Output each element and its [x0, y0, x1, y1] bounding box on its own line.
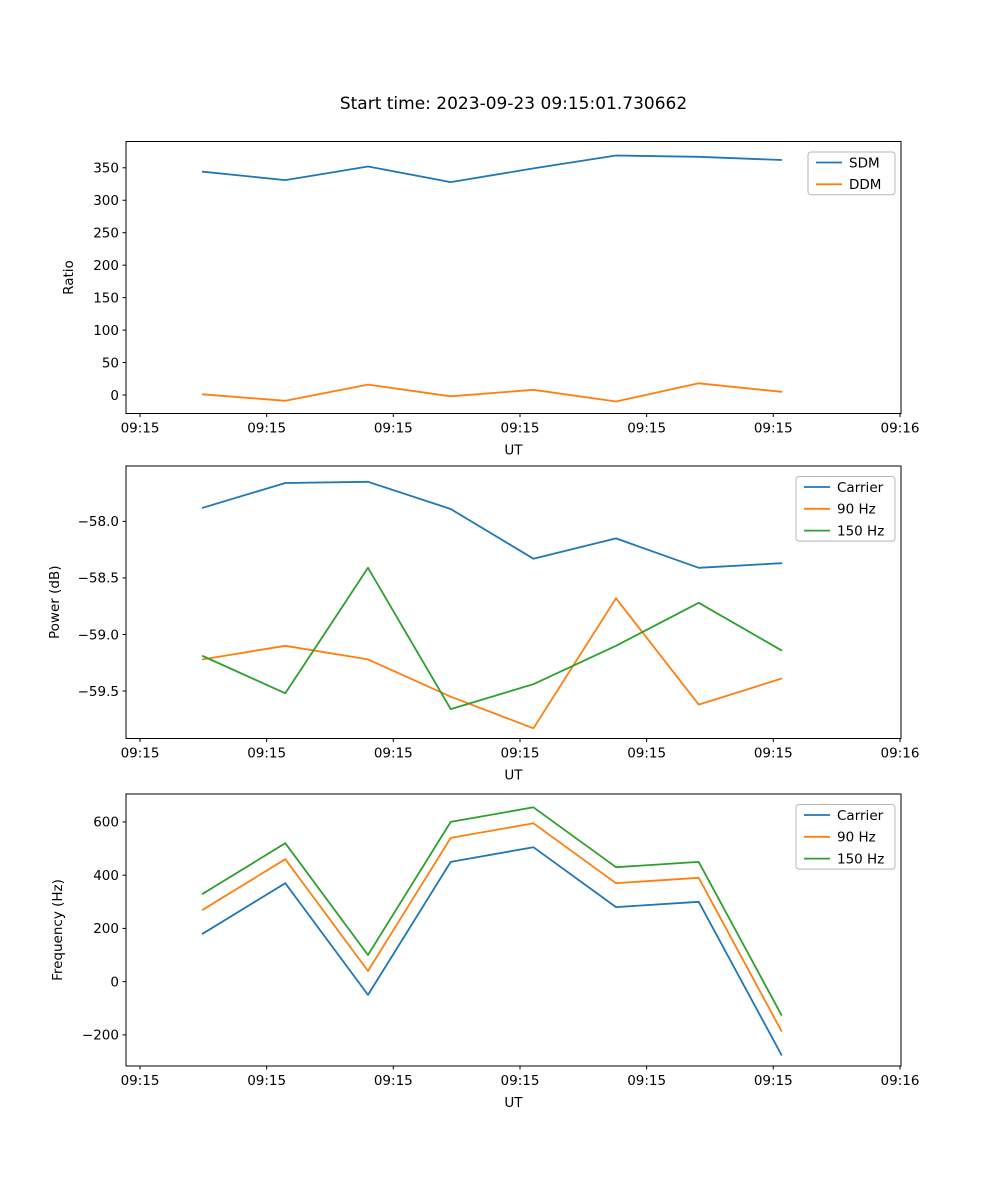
power-line-90-hz — [201, 597, 783, 730]
ratio-x-tick-label: 09:16 — [881, 421, 920, 437]
frequency-x-tick-label: 09:15 — [374, 1073, 413, 1089]
power-line-carrier — [201, 480, 783, 569]
frequency-x-tick-label: 09:15 — [627, 1073, 666, 1089]
power-legend-label-150-hz: 150 Hz — [837, 523, 884, 539]
figure-title: Start time: 2023-09-23 09:15:01.730662 — [339, 94, 688, 114]
power-x-tick-label: 09:16 — [881, 746, 920, 762]
ratio-x-tick-label: 09:15 — [501, 421, 540, 437]
ratio-y-tick-label: 50 — [102, 355, 119, 371]
power-legend: Carrier 90 Hz 150 Hz — [795, 476, 896, 542]
frequency-y-tick-label: 600 — [93, 815, 119, 831]
power-x-tick-label: 09:15 — [754, 746, 793, 762]
ratio-x-tick-label: 09:15 — [754, 421, 793, 437]
power-y-axis-label: Power (dB) — [47, 566, 63, 639]
power-x-tick-label: 09:15 — [501, 746, 540, 762]
frequency-line-90-hz — [201, 822, 783, 1032]
power-plot-area — [125, 465, 902, 739]
power-y-tick-label: −59.5 — [78, 684, 119, 700]
frequency-legend-label-150-hz: 150 Hz — [837, 851, 884, 867]
ratio-legend: SDM DDM — [807, 151, 896, 196]
frequency-y-tick-label: −200 — [82, 1028, 119, 1044]
frequency-x-tick-label: 09:15 — [754, 1073, 793, 1089]
ratio-y-tick-label: 100 — [93, 323, 119, 339]
power-y-tick-label: −59.0 — [78, 627, 119, 643]
ratio-x-tick-label: 09:15 — [374, 421, 413, 437]
frequency-x-tick-label: 09:15 — [247, 1073, 286, 1089]
ratio-x-tick-label: 09:15 — [247, 421, 286, 437]
frequency-chart: 09:15 09:15 09:15 09:15 09:15 09:15 09:16 600 40… — [50, 793, 920, 1111]
ratio-y-tick-label: 150 — [93, 290, 119, 306]
power-y-tick-label: −58.5 — [78, 571, 119, 587]
ratio-line-sdm — [201, 154, 783, 184]
frequency-x-axis-label: UT — [504, 1095, 523, 1111]
power-x-tick-label: 09:15 — [627, 746, 666, 762]
frequency-legend: Carrier 90 Hz 150 Hz — [795, 804, 896, 870]
frequency-line-150-hz — [201, 806, 783, 1016]
ratio-y-tick-label: 300 — [93, 193, 119, 209]
frequency-x-tick-label: 09:15 — [501, 1073, 540, 1089]
frequency-x-tick-label: 09:15 — [121, 1073, 160, 1089]
power-line-150-hz — [201, 566, 783, 710]
power-y-tick-label: −58.0 — [78, 514, 119, 530]
power-chart: 09:15 09:15 09:15 09:15 09:15 09:15 09:16 −58.0… — [47, 465, 920, 784]
ratio-y-tick-label: 0 — [110, 388, 119, 404]
ratio-y-tick-label: 200 — [93, 258, 119, 274]
power-legend-label-90-hz: 90 Hz — [837, 502, 876, 518]
frequency-legend-label-90-hz: 90 Hz — [837, 830, 876, 846]
ratio-plot-area — [125, 141, 902, 414]
frequency-line-carrier — [201, 846, 783, 1056]
power-legend-label-carrier: Carrier — [837, 480, 884, 496]
ratio-x-tick-label: 09:15 — [121, 421, 160, 437]
frequency-legend-box — [795, 804, 896, 870]
frequency-legend-label-carrier: Carrier — [837, 808, 884, 824]
frequency-y-axis-label: Frequency (Hz) — [50, 879, 66, 981]
ratio-x-axis-label: UT — [504, 443, 523, 459]
ratio-y-axis-label: Ratio — [61, 260, 77, 295]
frequency-x-tick-label: 09:16 — [881, 1073, 920, 1089]
power-x-axis-label: UT — [504, 768, 523, 784]
power-x-tick-label: 09:15 — [374, 746, 413, 762]
ratio-chart: 09:15 09:15 09:15 09:15 09:15 09:15 09:16 0 50 10… — [61, 141, 920, 459]
frequency-y-tick-label: 200 — [93, 921, 119, 937]
ratio-legend-label-ddm: DDM — [849, 177, 881, 193]
ratio-legend-label-sdm: SDM — [849, 155, 880, 171]
power-legend-box — [795, 476, 896, 542]
power-x-tick-label: 09:15 — [121, 746, 160, 762]
frequency-y-tick-label: 0 — [110, 974, 119, 990]
ratio-x-tick-label: 09:15 — [627, 421, 666, 437]
frequency-plot-area — [125, 793, 902, 1067]
frequency-y-tick-label: 400 — [93, 868, 119, 884]
ratio-line-ddm — [201, 382, 783, 403]
ratio-y-tick-label: 350 — [93, 161, 119, 177]
ratio-y-tick-label: 250 — [93, 226, 119, 242]
power-x-tick-label: 09:15 — [247, 746, 286, 762]
